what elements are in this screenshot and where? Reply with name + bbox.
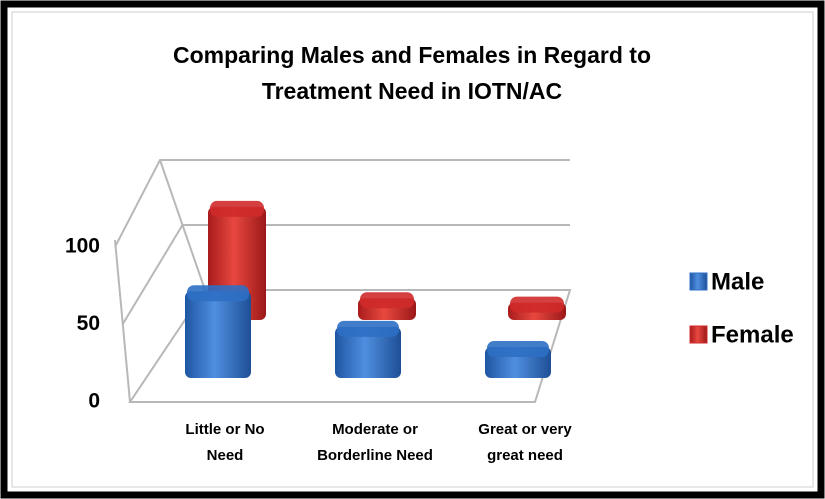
legend-swatch	[689, 272, 708, 291]
bar-top	[210, 200, 264, 217]
bar	[335, 326, 401, 378]
inner-frame	[11, 11, 814, 488]
legend-swatch	[689, 325, 708, 344]
legend-label: Male	[711, 268, 764, 295]
grid-line	[121, 224, 570, 326]
grid-line	[114, 159, 570, 248]
x-tick-label: Great or very	[478, 421, 572, 438]
chart-title: Treatment Need in IOTN/AC	[262, 78, 562, 104]
bar	[185, 291, 251, 378]
bar-top	[187, 285, 249, 302]
bar-top	[337, 320, 399, 337]
y-tick-label: 100	[65, 235, 100, 258]
legend-label: Female	[711, 321, 794, 348]
x-tick-label: Borderline Need	[317, 447, 433, 464]
bar-top	[510, 296, 564, 313]
x-tick-label: great need	[487, 447, 563, 464]
chart-title: Comparing Males and Females in Regard to	[173, 42, 651, 68]
bar-top	[360, 292, 414, 309]
x-tick-label: Little or No	[185, 421, 264, 438]
wall-edge	[114, 239, 131, 403]
y-tick-label: 50	[77, 312, 100, 335]
bar-top	[487, 341, 549, 357]
x-tick-label: Need	[207, 447, 244, 464]
y-tick-label: 0	[88, 390, 100, 413]
x-tick-label: Moderate or	[332, 421, 418, 438]
